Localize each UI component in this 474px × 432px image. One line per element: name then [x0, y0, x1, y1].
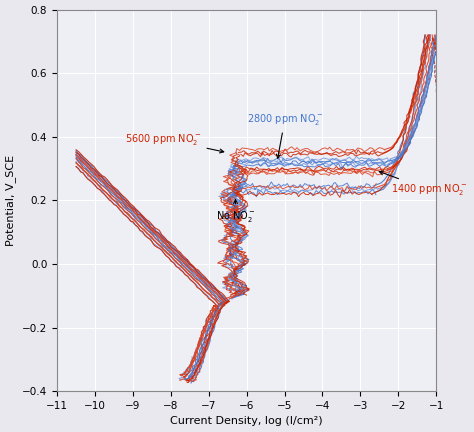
Text: 2800 ppm NO$_2^-$: 2800 ppm NO$_2^-$ [246, 112, 323, 158]
Text: 1400 ppm NO$_2^-$: 1400 ppm NO$_2^-$ [379, 171, 467, 197]
X-axis label: Current Density, log (I/cm²): Current Density, log (I/cm²) [170, 416, 323, 426]
Y-axis label: Potential, V_SCE: Potential, V_SCE [6, 155, 17, 246]
Text: 5600 ppm NO$_2^-$: 5600 ppm NO$_2^-$ [125, 131, 224, 153]
Text: No NO$_2^-$: No NO$_2^-$ [216, 200, 256, 225]
